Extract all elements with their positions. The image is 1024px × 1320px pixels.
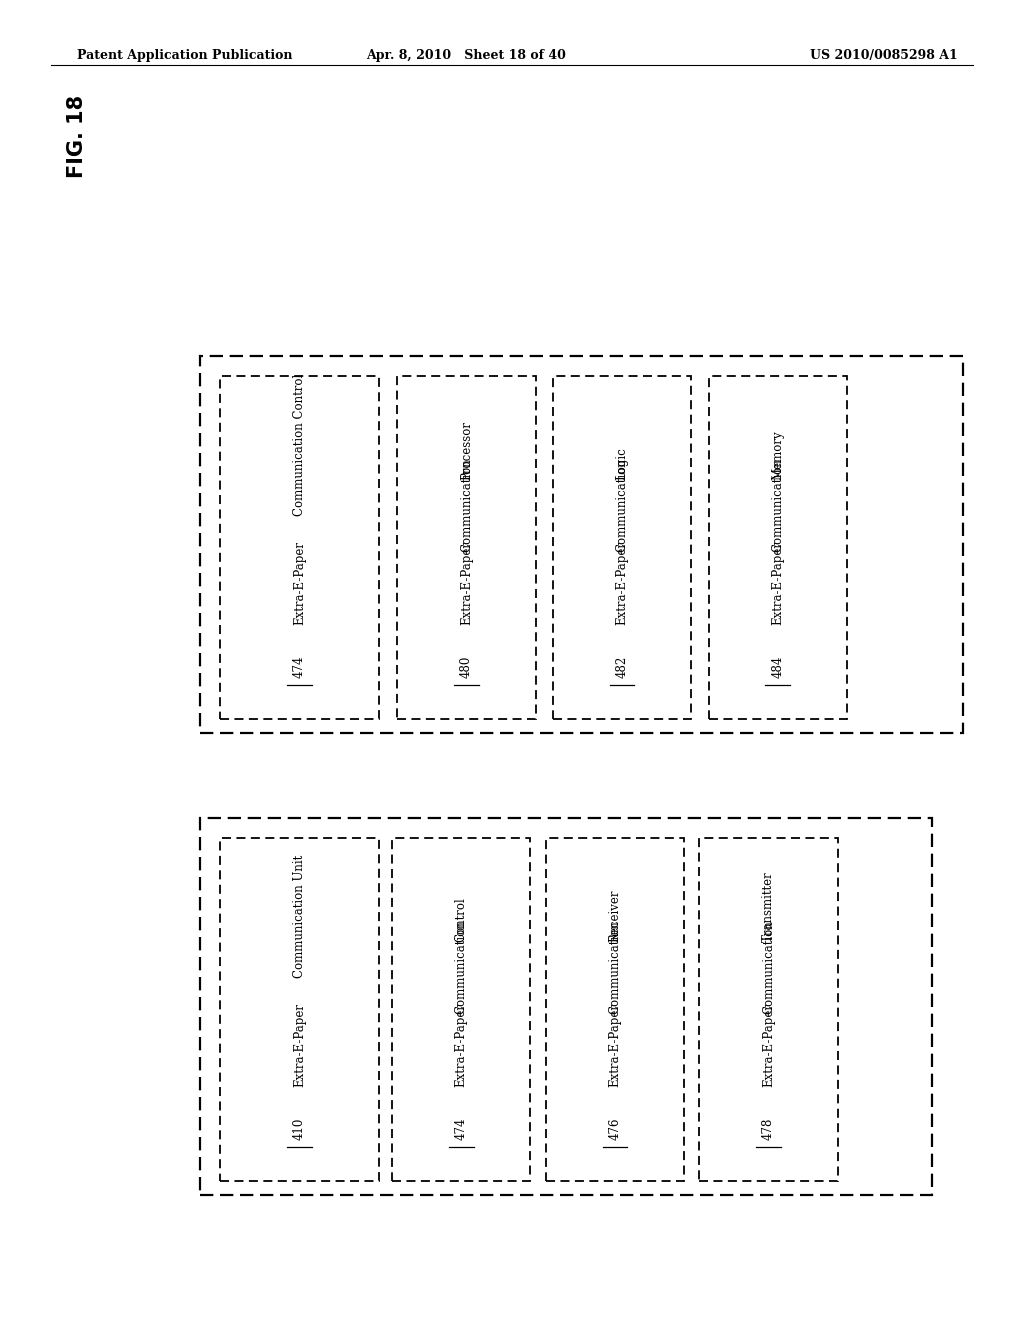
Text: 478: 478 xyxy=(762,1118,775,1140)
Text: Control: Control xyxy=(455,896,468,941)
Text: Communication: Communication xyxy=(460,459,473,553)
Text: Receiver: Receiver xyxy=(608,890,622,941)
Bar xyxy=(546,838,684,1181)
Text: Communication Control: Communication Control xyxy=(293,374,306,516)
Text: Communication: Communication xyxy=(608,921,622,1015)
Text: Extra-E-Paper: Extra-E-Paper xyxy=(771,541,784,626)
Text: Extra-E-Paper: Extra-E-Paper xyxy=(293,541,306,626)
Text: 484: 484 xyxy=(771,656,784,678)
Text: Logic: Logic xyxy=(615,446,629,479)
Text: Extra-E-Paper: Extra-E-Paper xyxy=(615,541,629,626)
Text: 474: 474 xyxy=(293,656,306,678)
Text: Communication: Communication xyxy=(762,921,775,1015)
Text: Apr. 8, 2010   Sheet 18 of 40: Apr. 8, 2010 Sheet 18 of 40 xyxy=(366,49,566,62)
Bar xyxy=(553,376,691,719)
Text: Communication: Communication xyxy=(455,921,468,1015)
Text: Extra-E-Paper: Extra-E-Paper xyxy=(293,1003,306,1088)
Text: Memory: Memory xyxy=(771,430,784,479)
Text: Extra-E-Paper: Extra-E-Paper xyxy=(455,1003,468,1088)
Text: 474: 474 xyxy=(455,1118,468,1140)
Text: US 2010/0085298 A1: US 2010/0085298 A1 xyxy=(810,49,957,62)
Text: 482: 482 xyxy=(615,656,629,678)
Text: 410: 410 xyxy=(293,1118,306,1140)
Text: Extra-E-Paper: Extra-E-Paper xyxy=(460,541,473,626)
Text: Extra-E-Paper: Extra-E-Paper xyxy=(762,1003,775,1088)
Bar xyxy=(699,838,838,1181)
Bar xyxy=(397,376,536,719)
Text: 480: 480 xyxy=(460,656,473,678)
Text: Extra-E-Paper: Extra-E-Paper xyxy=(608,1003,622,1088)
Text: 476: 476 xyxy=(608,1118,622,1140)
Bar xyxy=(220,838,379,1181)
Text: Communication Unit: Communication Unit xyxy=(293,855,306,978)
Text: Transmitter: Transmitter xyxy=(762,871,775,941)
Bar xyxy=(200,356,963,733)
Text: FIG. 18: FIG. 18 xyxy=(67,95,87,178)
Text: Patent Application Publication: Patent Application Publication xyxy=(77,49,292,62)
Text: Processor: Processor xyxy=(460,421,473,479)
Text: Communication: Communication xyxy=(771,459,784,553)
Bar xyxy=(709,376,847,719)
Bar xyxy=(200,818,932,1195)
Bar xyxy=(220,376,379,719)
Text: Communication: Communication xyxy=(615,459,629,553)
Bar xyxy=(392,838,530,1181)
